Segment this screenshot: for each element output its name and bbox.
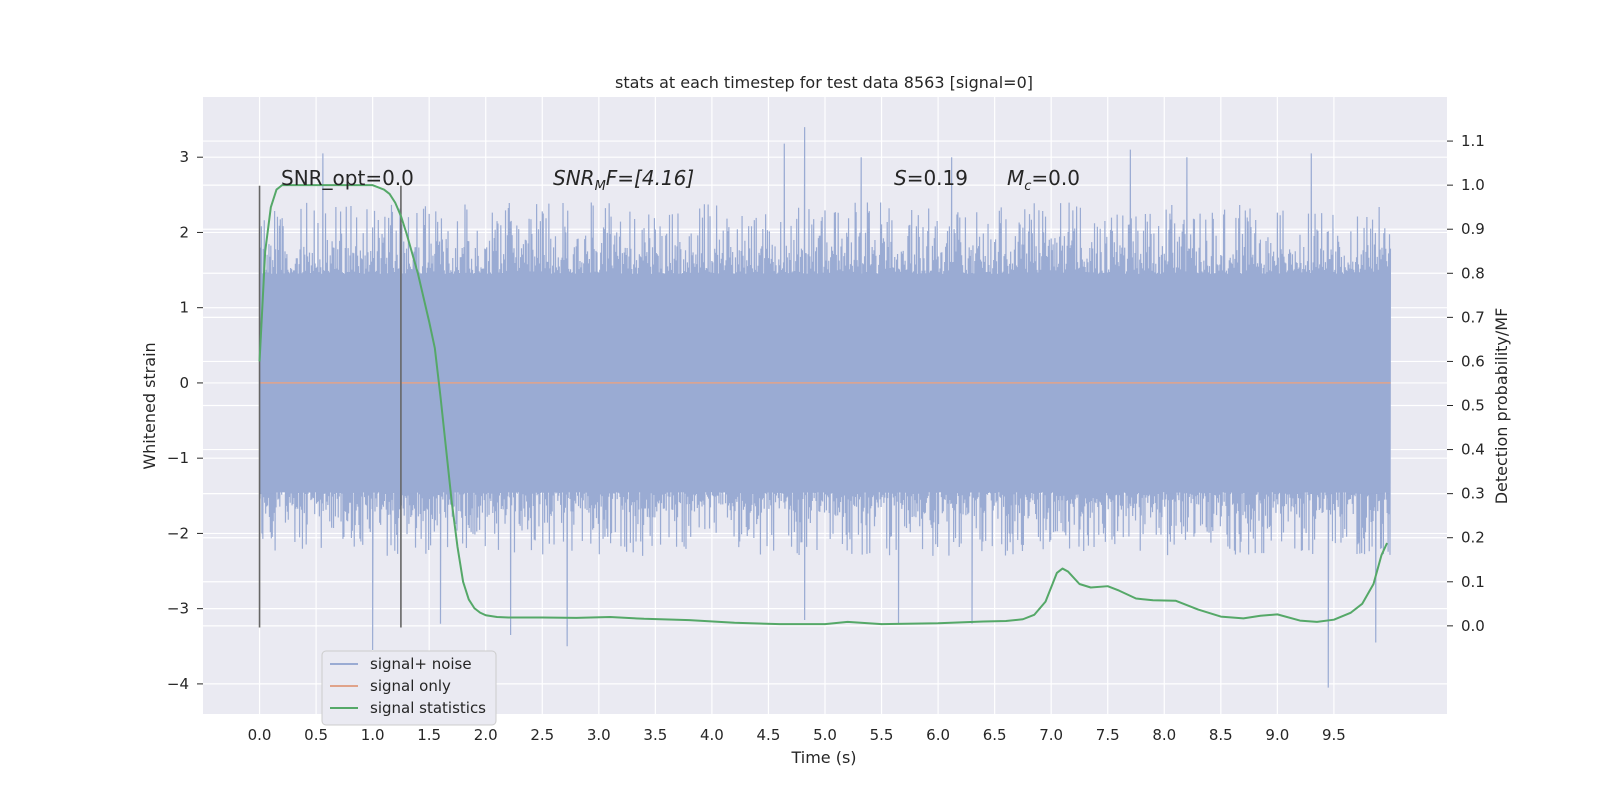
y-axis-label: Whitened strain [140,342,159,469]
x-tick-label: 9.5 [1322,726,1346,744]
x-tick-label: 4.0 [700,726,724,744]
legend-label-noise: signal+ noise [370,655,472,673]
y-axis-ticks: −4 −3 −2 −1 0 1 2 3 [167,148,203,693]
x-tick-label: 1.0 [361,726,385,744]
series-signal-statistics [258,184,1388,626]
x-tick-label: 7.5 [1096,726,1120,744]
y-tick-label: 1 [179,299,189,317]
x-tick-label: 3.5 [643,726,667,744]
snr-mf-subscript: M [595,179,606,194]
legend-label-stats: signal statistics [370,699,486,717]
right-y-axis-ticks: 0.0 0.1 0.2 0.3 0.4 0.5 0.6 0.7 0.8 0.9 1.0 1.1 [1447,132,1485,635]
right-y-tick-label: 0.6 [1461,352,1485,370]
noise-waveform [258,127,1392,688]
annotation-mc: Mc=0.0 [1007,166,1080,194]
legend-box [321,650,497,726]
right-y-tick-label: 0.7 [1461,308,1485,326]
right-y-tick-label: 0.5 [1461,397,1485,415]
y-tick-label: 2 [179,223,189,241]
x-tick-label: 2.5 [530,726,554,744]
x-tick-label: 0.5 [304,726,328,744]
signal-statistics-line [258,184,1388,626]
x-tick-label: 9.0 [1265,726,1289,744]
x-tick-label: 8.5 [1209,726,1233,744]
mc-value: =0.0 [1031,166,1080,190]
x-tick-label: 5.0 [813,726,837,744]
x-tick-label: 1.5 [417,726,441,744]
right-y-tick-label: 0.8 [1461,264,1485,282]
right-y-tick-label: 0.2 [1461,529,1485,547]
x-axis-label: Time (s) [790,748,856,767]
x-tick-label: 0.0 [248,726,272,744]
y-tick-label: −3 [167,600,189,618]
right-y-axis-label: Detection probability/MF [1492,308,1511,505]
y-tick-label: 0 [179,374,189,392]
x-tick-label: 2.0 [474,726,498,744]
chart-title: stats at each timestep for test data 856… [615,73,1033,92]
x-tick-label: 8.0 [1152,726,1176,744]
y-tick-label: −2 [167,524,189,542]
annotation-snr-opt: SNR_opt=0.0 [281,166,414,190]
y-tick-label: −4 [167,675,189,693]
x-tick-label: 4.5 [757,726,781,744]
snr-mf-value: F=[4.16] [606,166,694,190]
mc-subscript: c [1024,179,1031,194]
marker-lines [258,185,402,628]
right-y-tick-label: 0.3 [1461,485,1485,503]
annotation-s: S=0.19 [894,166,968,190]
s-value: =0.19 [907,166,968,190]
snr-mf-base: SNR [553,166,595,190]
right-y-tick-label: 1.0 [1461,176,1485,194]
right-y-tick-label: 0.0 [1461,617,1485,635]
legend: signal+ noise signal only signal statist… [321,650,497,726]
x-axis-ticks: 0.0 0.5 1.0 1.5 2.0 2.5 3.0 3.5 4.0 4.5 5.0 5.5 6.0 6… [248,726,1346,744]
right-y-tick-label: 0.9 [1461,220,1485,238]
annotation-snr-mf: SNRMF=[4.16] [553,166,694,194]
right-y-tick-label: 0.1 [1461,573,1485,591]
s-symbol: S [894,166,907,190]
right-y-tick-label: 1.1 [1461,132,1485,150]
x-tick-label: 7.0 [1039,726,1063,744]
y-tick-label: −1 [167,449,189,467]
y-tick-label: 3 [179,148,189,166]
x-tick-label: 3.0 [587,726,611,744]
right-y-tick-label: 0.4 [1461,441,1485,459]
x-tick-label: 6.0 [926,726,950,744]
legend-label-signal: signal only [370,677,451,695]
x-tick-label: 5.5 [870,726,894,744]
x-tick-label: 6.5 [983,726,1007,744]
mc-symbol: M [1007,166,1024,190]
